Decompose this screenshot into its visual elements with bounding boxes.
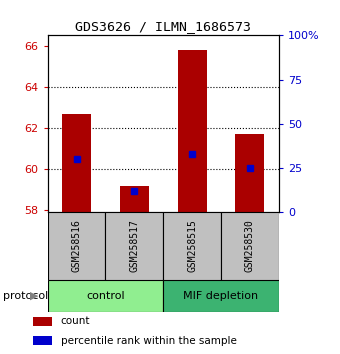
Bar [48,280,163,312]
Text: GSM258515: GSM258515 [187,219,197,273]
Text: percentile rank within the sample: percentile rank within the sample [61,336,237,346]
Bar [163,280,279,312]
Bar [33,316,52,326]
Bar [33,336,52,346]
Text: GSM258530: GSM258530 [245,219,255,273]
Bar [48,212,105,280]
Text: ▶: ▶ [30,291,38,301]
Bar [221,212,279,280]
Bar [120,185,149,212]
Bar [62,114,91,212]
Bar [105,212,163,280]
Text: count: count [61,316,90,326]
Bar [177,50,207,212]
Bar [235,134,265,212]
Text: MIF depletion: MIF depletion [184,291,258,301]
Title: GDS3626 / ILMN_1686573: GDS3626 / ILMN_1686573 [75,20,251,33]
Text: GSM258517: GSM258517 [129,219,139,273]
Text: GSM258516: GSM258516 [71,219,82,273]
Text: protocol: protocol [3,291,49,301]
Text: control: control [86,291,125,301]
Bar [163,212,221,280]
